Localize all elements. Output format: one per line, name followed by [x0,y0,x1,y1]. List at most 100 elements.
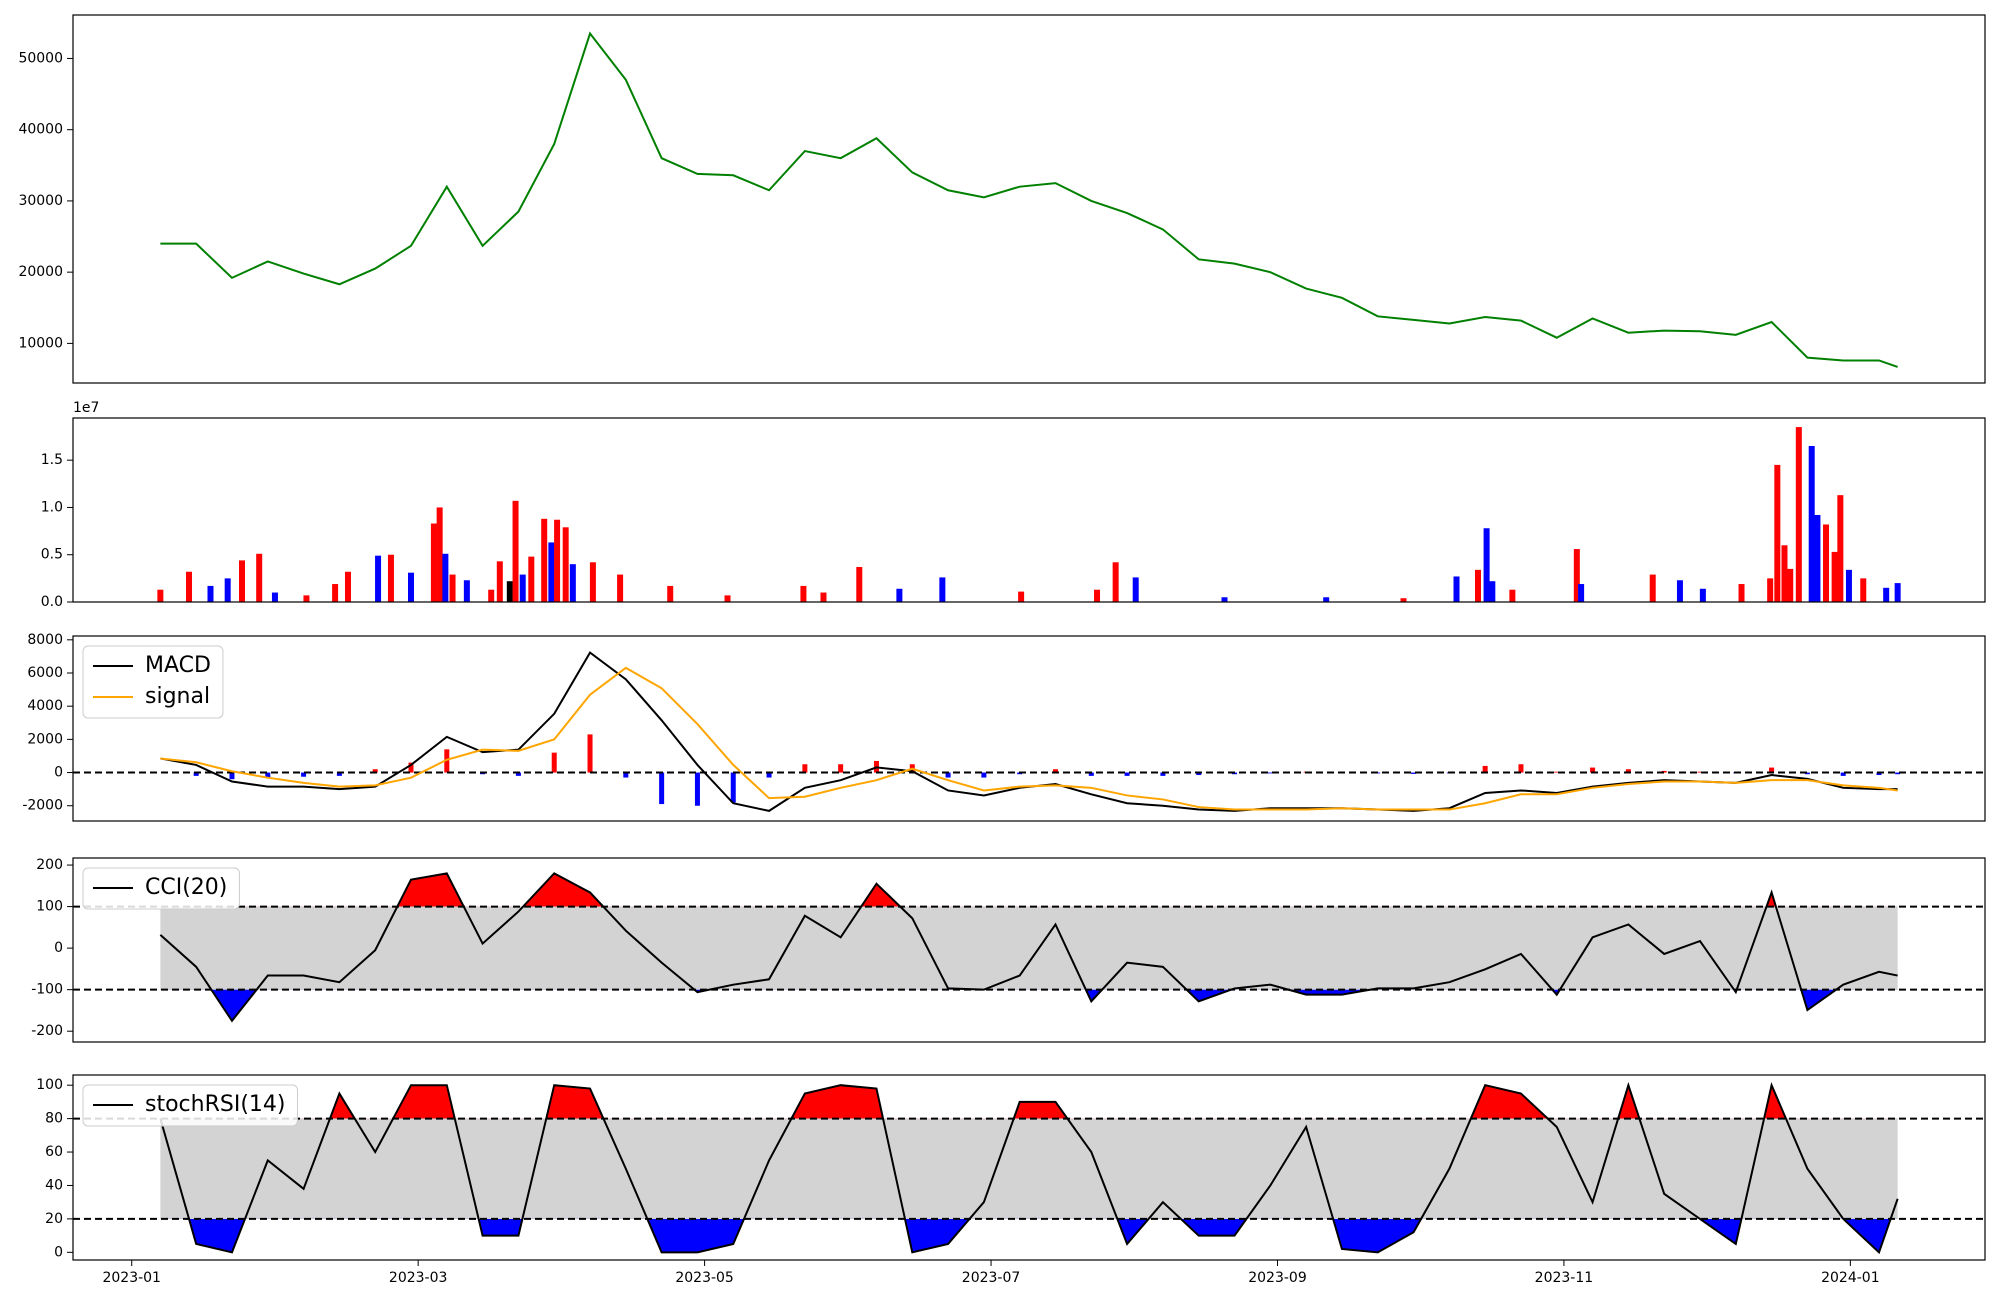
bar [1160,772,1166,776]
bar [562,527,569,602]
x-tick-label: 2023-03 [389,1270,448,1286]
y-tick-label: 2000 [27,731,63,747]
legend-box [82,867,240,910]
bar [1489,581,1496,602]
bar [554,519,561,602]
y-tick-label: 1.5 [41,452,63,468]
bar [496,561,503,602]
bar [541,518,548,602]
frame [72,14,1986,384]
bar [1894,583,1901,602]
bar [1474,569,1481,602]
y-tick-label: 20000 [18,264,63,280]
y-tick-label: 20 [45,1211,63,1227]
bar [1840,772,1846,776]
x-tick-label: 2023-07 [962,1270,1021,1286]
bar [766,772,772,778]
bar [207,585,214,602]
bar [1453,576,1460,602]
bar [569,564,576,602]
bar [1411,772,1417,774]
y-offset-label: 1e7 [73,400,99,416]
bar [694,772,700,806]
bar [1323,597,1330,602]
threshold-fill [329,1085,1786,1119]
y-tick-label: 60 [45,1144,63,1160]
bar [449,574,456,602]
x-tick-label: 2023-11 [1535,1270,1594,1286]
bar [1804,772,1810,775]
legend-box [82,645,224,719]
y-tick-label: 10000 [18,335,63,351]
bar [224,578,231,602]
bar [802,764,808,773]
bar [239,560,246,602]
bar [1831,551,1838,602]
bar [1895,772,1901,775]
y-tick-label: 100 [36,1077,63,1093]
bar [981,772,987,778]
bar [301,772,307,777]
bar [442,553,449,602]
legend-label: signal [145,684,210,709]
legend: CCI(20) [82,867,240,910]
threshold-fill [397,873,1776,907]
bar [430,523,437,602]
line [160,666,1898,811]
bar [1221,597,1228,602]
frame [72,1074,1986,1261]
frame [72,417,1986,603]
bar [617,574,624,602]
bar [1518,764,1524,773]
bar [1018,591,1025,602]
legend: MACD signal [82,645,224,719]
bar [332,584,339,602]
bar [1132,577,1139,602]
line [160,31,1898,368]
x-tick-label: 2023-05 [675,1270,734,1286]
bar [265,772,271,778]
bar [1823,524,1830,602]
bar [512,500,519,602]
bar [1787,568,1794,602]
bar [1860,578,1867,602]
bar [387,554,394,602]
bar [1837,495,1844,602]
bar [1052,769,1058,773]
plot-area [157,427,1901,602]
bar [1578,584,1585,602]
bar [1781,545,1788,602]
bar [229,772,235,780]
bar [589,562,596,602]
bar [193,772,199,776]
y-tick-label: 100 [36,899,63,915]
bar [1883,587,1890,602]
bar [1774,464,1781,602]
bar [1808,445,1815,602]
bar [1196,772,1202,776]
bar [1590,767,1596,773]
bar [1876,772,1882,776]
bar [303,595,310,602]
y-tick-label: 30000 [18,193,63,209]
bar [1400,598,1407,602]
bar [1769,767,1775,773]
legend-label: MACD [145,653,211,678]
bar [1509,589,1516,602]
y-tick-label: 6000 [27,665,63,681]
bar [186,571,193,602]
bar [372,769,378,773]
bar [939,577,946,602]
bar [1088,772,1094,776]
bar [436,507,443,602]
bar [463,580,470,602]
bar [551,752,557,773]
bar [724,595,731,602]
y-tick-label: 40000 [18,122,63,138]
bar [1267,772,1273,774]
band [160,906,1898,990]
bar [271,592,278,602]
bar [157,589,164,602]
y-tick-label: -200 [31,1023,63,1039]
